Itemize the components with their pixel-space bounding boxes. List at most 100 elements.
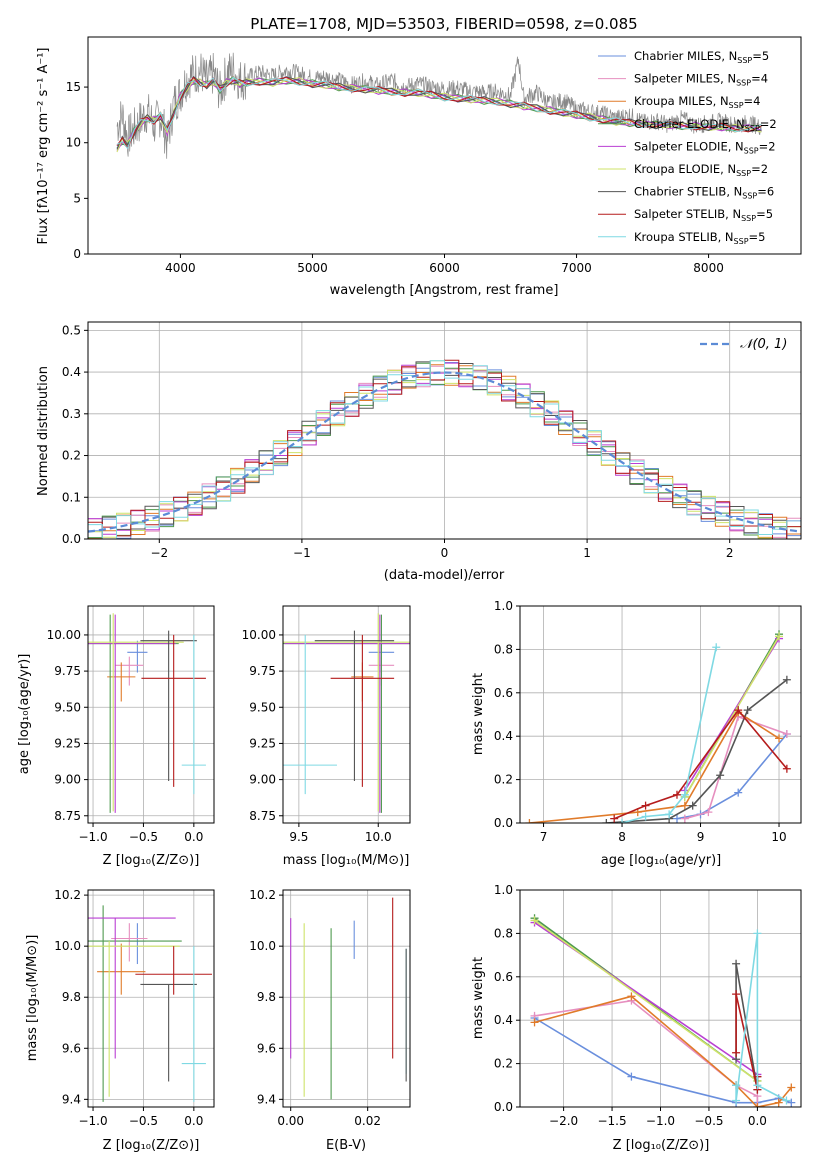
y-tick-label: 0.4 xyxy=(62,365,81,379)
y-tick-label: 9.8 xyxy=(62,990,81,1004)
plus-marker xyxy=(782,764,791,773)
plus-marker xyxy=(787,1098,796,1107)
y-tick-label: 8.75 xyxy=(249,809,276,823)
x-tick-label: 7000 xyxy=(561,261,592,275)
series-line-kroupa-elodie xyxy=(534,919,758,1082)
age-mass-xlabel: mass [log₁₀(M/M⊙)] xyxy=(283,853,410,868)
x-tick-label: 0.0 xyxy=(748,1114,767,1128)
plus-marker xyxy=(782,675,791,684)
spectrum-lines xyxy=(116,52,762,159)
age-z-ylabel: age [log₁₀(age/yr)] xyxy=(17,654,32,775)
y-tick-label: 10.00 xyxy=(242,628,276,642)
x-tick-label: −0.5 xyxy=(129,1114,158,1128)
series-line-chabrier-stelib xyxy=(606,679,788,823)
residual-histograms xyxy=(88,359,801,539)
y-tick-label: 0.6 xyxy=(494,970,513,984)
x-tick-label: 0 xyxy=(441,546,449,560)
y-tick-label: 10.2 xyxy=(249,888,276,902)
y-tick-label: 9.00 xyxy=(249,773,276,787)
series-line-kroupa-elodie xyxy=(684,635,780,798)
x-tick-label: 0.0 xyxy=(184,1114,203,1128)
y-tick-label: 0.0 xyxy=(494,1100,513,1114)
x-tick-label: −1.0 xyxy=(646,1114,675,1128)
y-tick-label: 1.0 xyxy=(494,599,513,613)
y-tick-label: 8.75 xyxy=(54,809,81,823)
residual-ylabel: Normed distribution xyxy=(36,366,51,496)
y-tick-label: 0.4 xyxy=(494,1013,513,1027)
age-vs-mass-panel: 9.5 10.0 8.75 9.00 9.25 9.50 9.75 10.00 mass [l… xyxy=(242,605,411,868)
plus-marker xyxy=(775,734,784,743)
y-tick-label: 9.4 xyxy=(257,1092,276,1106)
y-tick-label: 9.8 xyxy=(257,990,276,1004)
x-tick-label: 5000 xyxy=(297,261,328,275)
plus-marker xyxy=(782,730,791,739)
plus-marker xyxy=(732,1048,741,1057)
y-tick-label: 0.5 xyxy=(62,323,81,337)
plus-marker xyxy=(732,1081,741,1090)
plus-marker xyxy=(680,814,689,823)
y-tick-label: 0.6 xyxy=(494,686,513,700)
y-tick-label: 9.6 xyxy=(62,1041,81,1055)
mass-vs-metallicity-errorbars xyxy=(88,905,212,1102)
x-tick-label: 0.02 xyxy=(354,1114,381,1128)
y-tick-label: 9.6 xyxy=(257,1041,276,1055)
y-tick-label: 0.2 xyxy=(62,449,81,463)
weight-vs-metallicity-lines xyxy=(530,914,796,1107)
plus-marker xyxy=(743,706,752,715)
y-tick-label: 9.75 xyxy=(249,664,276,678)
series-line-kroupa-miles xyxy=(534,995,792,1107)
plus-marker xyxy=(602,819,611,823)
spectrum-ylabel: Flux [fλ10⁻¹⁷ erg cm⁻² s⁻¹ A⁻¹] xyxy=(36,48,51,245)
age-z-xlabel: Z [log₁₀(Z/Z⊙)] xyxy=(103,853,200,868)
legend-entry: Chabrier MILES, NSSP=5 xyxy=(634,49,769,65)
plus-marker xyxy=(672,814,681,823)
legend-entry: Salpeter STELIB, NSSP=5 xyxy=(634,207,773,223)
plus-marker xyxy=(618,819,627,823)
spectrum-ticks: 4000 5000 6000 7000 8000 0 5 10 15 xyxy=(66,80,724,275)
age-vs-metallicity-panel: −1.0 −0.5 0.0 8.75 9.00 9.25 9.50 9.75 10.00 Z [… xyxy=(17,605,215,868)
mass-z-xlabel: Z [log₁₀(Z/Z⊙)] xyxy=(103,1138,200,1153)
plus-marker xyxy=(787,1083,796,1092)
plus-marker xyxy=(732,959,741,968)
mass-vs-extinction-errorbars xyxy=(290,897,407,1100)
plus-marker xyxy=(627,992,636,1001)
x-tick-label: 0.0 xyxy=(184,830,203,844)
weight-age-ylabel: mass weight xyxy=(471,673,486,755)
plus-marker xyxy=(774,1098,783,1107)
y-tick-label: 15 xyxy=(66,80,81,94)
plus-marker xyxy=(680,801,689,810)
y-tick-label: 0.2 xyxy=(494,773,513,787)
x-tick-label: 0.00 xyxy=(277,1114,304,1128)
age-vs-metallicity-errorbars xyxy=(88,613,206,813)
y-tick-label: 0 xyxy=(73,247,81,261)
y-tick-label: 10.2 xyxy=(54,888,81,902)
series-line-chabrier-miles xyxy=(676,733,788,820)
x-tick-label: 9 xyxy=(697,830,705,844)
plus-marker xyxy=(680,790,689,799)
mass-vs-extinction-panel: 0.00 0.02 9.4 9.6 9.8 10.0 10.2 E(B-V) xyxy=(249,888,411,1153)
legend-entry: Kroupa ELODIE, NSSP=2 xyxy=(634,162,768,178)
residual-legend: 𝒩(0, 1) xyxy=(700,337,787,352)
plus-marker xyxy=(753,1103,762,1107)
plus-marker xyxy=(688,801,697,810)
plus-marker xyxy=(732,990,741,999)
x-tick-label: 7 xyxy=(540,830,548,844)
series-line-salpeter-miles xyxy=(684,715,788,820)
y-tick-label: 9.25 xyxy=(249,736,276,750)
x-tick-label: −1.0 xyxy=(78,1114,107,1128)
figure-title: PLATE=1708, MJD=53503, FIBERID=0598, z=0… xyxy=(250,15,637,33)
plus-marker xyxy=(734,706,743,715)
age-vs-mass-errorbars xyxy=(283,613,410,813)
plus-marker xyxy=(665,810,674,819)
y-tick-label: 0.0 xyxy=(62,532,81,546)
x-tick-label: −2.0 xyxy=(549,1114,578,1128)
plus-marker xyxy=(734,788,743,797)
plus-marker xyxy=(775,632,784,641)
x-tick-label: 8 xyxy=(618,830,626,844)
x-tick-label: −0.5 xyxy=(129,830,158,844)
y-tick-label: 9.25 xyxy=(54,736,81,750)
plus-marker xyxy=(610,814,619,823)
plus-marker xyxy=(716,771,725,780)
legend-entry: Salpeter MILES, NSSP=4 xyxy=(634,72,768,88)
